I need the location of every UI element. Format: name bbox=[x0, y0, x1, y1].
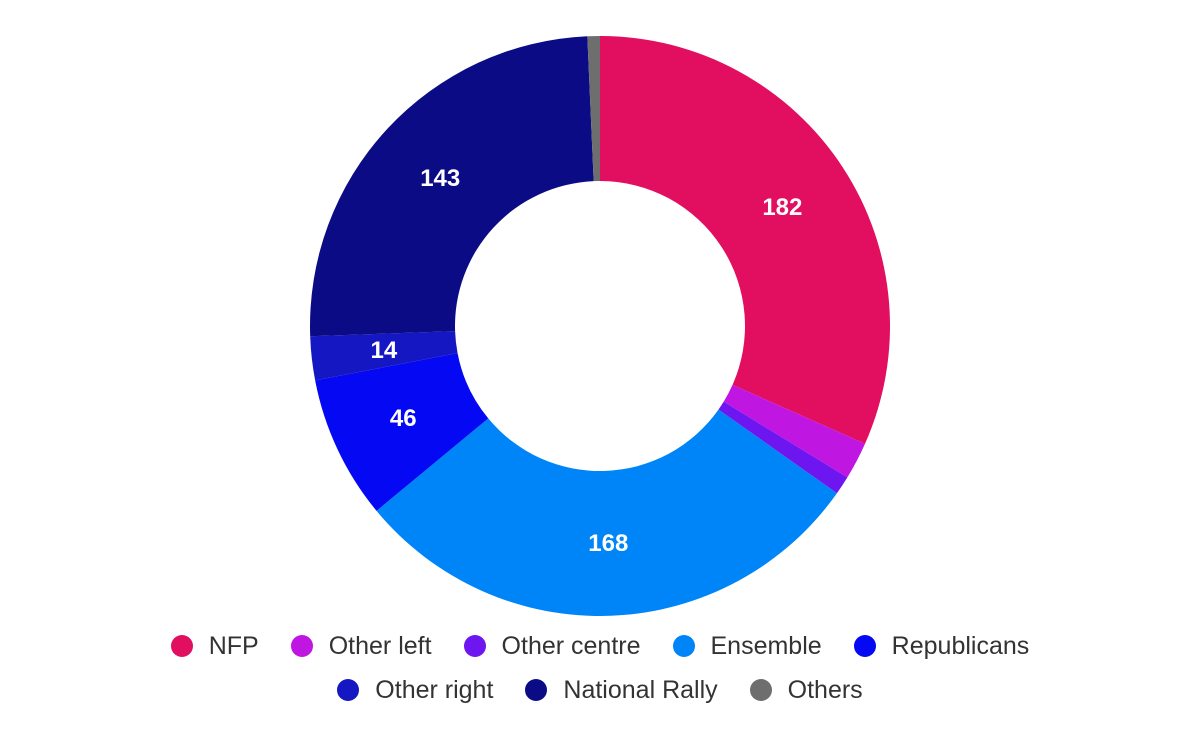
donut-chart: 182 168 46 14 143 bbox=[310, 36, 890, 616]
legend-item-national-rally[interactable]: National Rally bbox=[525, 675, 718, 704]
legend-label: National Rally bbox=[563, 675, 718, 704]
legend-swatch bbox=[337, 679, 360, 701]
slice-nfp[interactable] bbox=[600, 36, 890, 444]
slice-national-rally[interactable] bbox=[310, 36, 594, 337]
legend-label: NFP bbox=[208, 631, 259, 660]
legend-item-other-centre[interactable]: Other centre bbox=[463, 631, 641, 660]
legend-swatch bbox=[170, 635, 193, 657]
legend-item-republicans[interactable]: Republicans bbox=[853, 631, 1030, 660]
data-label-national-rally: 143 bbox=[420, 165, 460, 192]
data-label-nfp: 182 bbox=[762, 194, 802, 221]
legend-swatch bbox=[672, 635, 695, 657]
chart-slices bbox=[310, 36, 890, 616]
legend-swatch bbox=[853, 635, 876, 657]
legend-item-nfp[interactable]: NFP bbox=[170, 631, 259, 660]
slice-other-right[interactable] bbox=[310, 331, 458, 381]
legend-swatch bbox=[290, 635, 313, 657]
legend-item-other-left[interactable]: Other left bbox=[290, 631, 432, 660]
slice-other-left[interactable] bbox=[723, 384, 866, 478]
data-label-other-right: 14 bbox=[371, 337, 398, 364]
legend-swatch bbox=[525, 679, 548, 701]
slice-ensemble[interactable] bbox=[376, 409, 837, 616]
legend-label: Other left bbox=[328, 631, 432, 660]
legend-label: Other right bbox=[375, 675, 494, 704]
legend-label: Other centre bbox=[501, 631, 641, 660]
legend-label: Republicans bbox=[891, 631, 1030, 660]
legend-item-ensemble[interactable]: Ensemble bbox=[672, 631, 822, 660]
data-label-ensemble: 168 bbox=[588, 530, 628, 557]
legend-label: Ensemble bbox=[710, 631, 822, 660]
chart-legend: NFP Other left Other centre Ensemble Republi… bbox=[0, 632, 1200, 704]
legend-swatch bbox=[463, 635, 486, 657]
data-label-republicans: 46 bbox=[390, 405, 417, 432]
slice-republicans[interactable] bbox=[315, 353, 489, 511]
legend-item-others[interactable]: Others bbox=[749, 675, 863, 704]
legend-label: Others bbox=[787, 675, 863, 704]
slice-other-centre[interactable] bbox=[718, 401, 848, 494]
slice-others[interactable] bbox=[587, 36, 600, 182]
chart-data-labels: 182 168 46 14 143 bbox=[371, 165, 803, 557]
legend-item-other-right[interactable]: Other right bbox=[337, 676, 493, 704]
legend-swatch bbox=[749, 679, 772, 701]
